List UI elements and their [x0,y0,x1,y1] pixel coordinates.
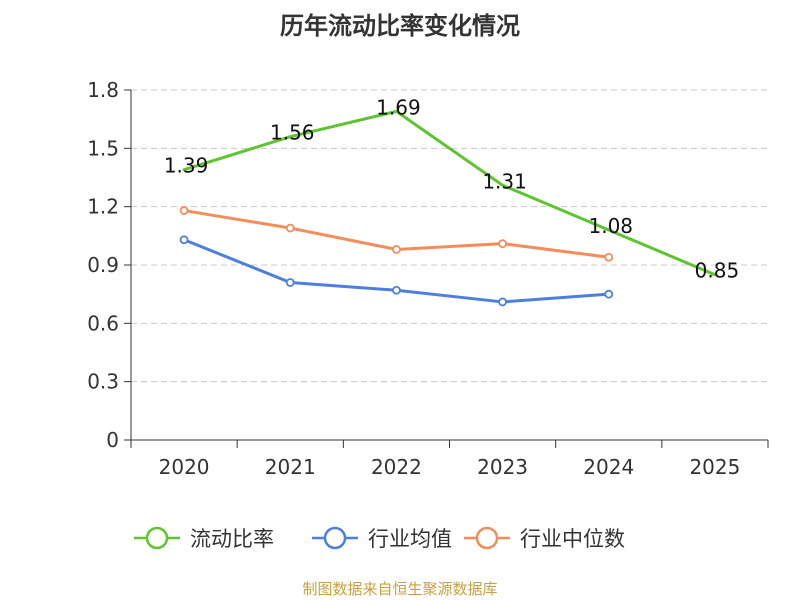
y-tick-label: 0 [106,428,119,452]
y-tick-label: 0.3 [87,370,119,394]
data-point-marker [498,297,507,307]
source-note: 制图数据来自恒生聚源数据库 [302,580,498,598]
y-tick-label: 0.6 [87,311,119,335]
series-lines [179,109,717,307]
legend[interactable]: 流动比率 行业均值 行业中位数 [134,526,625,551]
x-tick-label: 2022 [371,455,422,479]
legend-item-1[interactable]: 流动比率 [134,526,274,551]
legend-label: 行业中位数 [520,527,625,551]
legend-marker [145,526,169,550]
data-point-marker [604,289,614,299]
y-tick-label: 1.5 [87,136,119,160]
series-line-1 [182,109,717,277]
legend-marker [475,526,499,550]
data-point-marker [392,285,401,295]
legend-label: 流动比率 [190,527,274,551]
legend-label: 行业均值 [368,527,452,551]
data-label: 0.85 [695,259,740,283]
x-tick-label: 2021 [265,455,316,479]
data-labels: 1.39 1.56 1.69 1.31 1.08 0.85 [164,95,739,282]
data-point-marker [392,245,401,254]
legend-marker [323,526,347,550]
data-point-marker [285,278,295,287]
data-point-marker [498,239,507,249]
y-tick-label: 1.8 [87,78,119,102]
data-point-marker [179,206,189,215]
axes: 0 0.3 0.6 0.9 1.2 1.5 1.8 2020 2021 2022 2023 2024 2… [87,78,769,479]
x-tick-label: 2020 [159,455,210,479]
x-tick-label: 2025 [689,455,740,479]
data-label: 1.31 [482,169,527,193]
data-point-marker [179,235,189,245]
y-tick-label: 1.2 [87,195,119,219]
data-label: 1.56 [270,121,315,145]
chart-title: 历年流动比率变化情况 [280,12,520,40]
data-point-marker [285,223,295,233]
y-tick-label: 0.9 [87,253,119,277]
gridlines [131,89,768,383]
legend-item-3[interactable]: 行业中位数 [464,526,625,551]
legend-item-2[interactable]: 行业均值 [312,526,452,551]
data-label: 1.39 [164,154,209,178]
x-tick-label: 2024 [583,455,634,479]
data-label: 1.08 [588,214,633,238]
x-tick-label: 2023 [477,455,528,479]
data-point-marker [604,252,614,262]
data-label: 1.69 [376,95,421,119]
